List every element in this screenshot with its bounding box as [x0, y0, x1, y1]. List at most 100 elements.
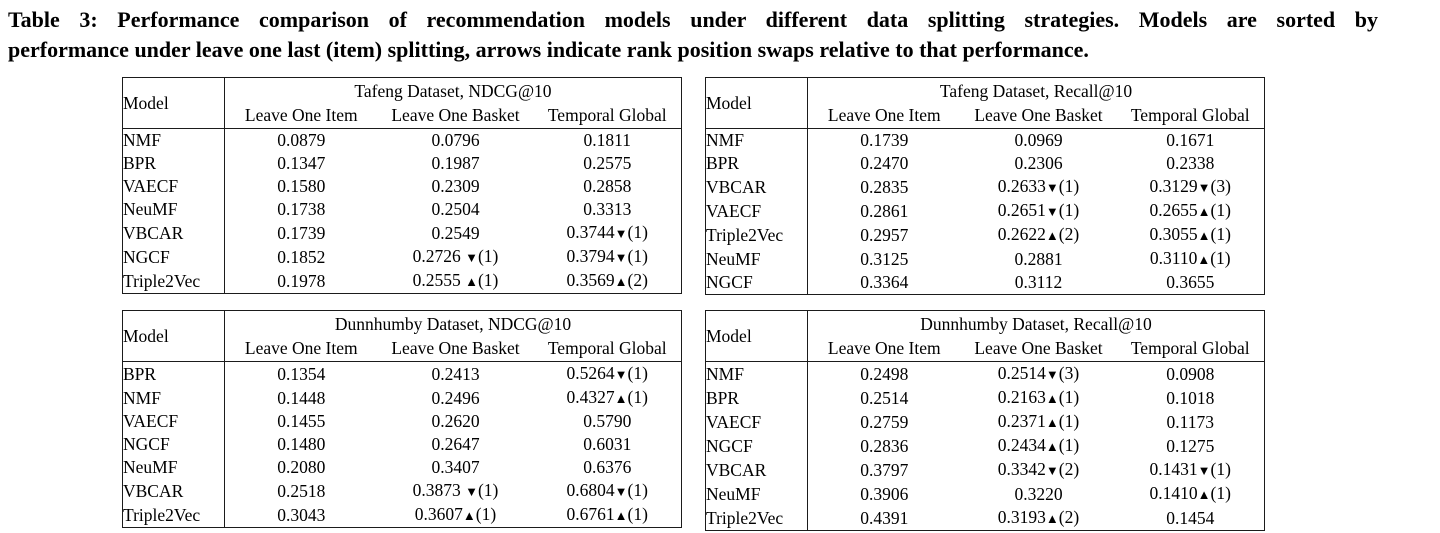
rank-down-arrow: ▼ — [465, 484, 478, 499]
metric-value: 0.2633▼(1) — [997, 176, 1080, 196]
table-row: VBCAR 0.2835 0.2633▼(1) 0.3129▼(3) — [705, 175, 1265, 199]
metric-value: 0.1410▲(1) — [1149, 483, 1231, 503]
rank-down-arrow: ▼ — [1045, 180, 1059, 195]
rank-up-arrow: ▲ — [614, 508, 628, 523]
metric-value: 0.2858 — [583, 176, 632, 196]
metric-value: 0.2518 — [277, 480, 326, 501]
metric-value: 0.1811 — [583, 130, 631, 150]
table-row: VBCAR 0.3797 0.3342▼(2) 0.1431▼(1) — [705, 458, 1265, 482]
table-row: NMF 0.2498 0.2514▼(3) 0.0908 — [705, 361, 1265, 386]
model-name: NMF — [705, 361, 808, 386]
metric-value: 0.2575 — [583, 153, 632, 173]
rank-up-arrow: ▲ — [465, 274, 478, 289]
metric-value: 0.1480 — [277, 434, 326, 454]
metric-value: 0.3055▲(1) — [1149, 224, 1231, 244]
table-header: Model Tafeng Dataset, NDCG@10 Leave One … — [122, 77, 682, 129]
table-row: VAECF 0.1455 0.2620 0.5790 — [122, 410, 682, 433]
model-name: NGCF — [122, 245, 225, 269]
metric-value: 0.2651▼(1) — [997, 200, 1080, 220]
metric-value: 0.2622▲(2) — [997, 224, 1080, 244]
metric-value: 0.2881 — [1014, 248, 1063, 269]
metric-value: 0.2434▲(1) — [997, 435, 1080, 455]
column-header-leave-one-item: Leave One Item — [807, 335, 961, 362]
metric-value: 0.2371▲(1) — [997, 411, 1080, 431]
model-name: Triple2Vec — [122, 503, 225, 528]
metric-value: 0.2836 — [860, 435, 909, 456]
table-title-row: Model Dunnhumby Dataset, Recall@10 — [705, 310, 1265, 362]
model-name: NeuMF — [122, 456, 225, 479]
rank-up-arrow: ▲ — [462, 508, 476, 523]
metric-value: 0.1987 — [431, 153, 480, 173]
table-row: NGCF 0.1480 0.2647 0.6031 — [122, 433, 682, 456]
metric-value: 0.2498 — [860, 363, 909, 384]
metric-value: 0.5264▼(1) — [566, 363, 648, 383]
metric-value: 0.3112 — [1014, 272, 1063, 292]
metric-value: 0.2835 — [860, 176, 909, 197]
rank-down-arrow: ▼ — [1197, 463, 1211, 478]
column-header-temporal-global: Temporal Global — [533, 335, 682, 362]
metric-value: 0.0796 — [431, 130, 480, 150]
model-name: VAECF — [705, 199, 808, 223]
table-row: NGCF 0.1852 0.2726 ▼(1) 0.3794▼(1) — [122, 245, 682, 269]
metric-value: 0.3744▼(1) — [566, 222, 648, 242]
column-header-leave-one-item: Leave One Item — [224, 335, 378, 362]
table-row: Triple2Vec 0.3043 0.3607▲(1) 0.6761▲(1) — [122, 503, 682, 528]
metric-value: 0.2555 ▲(1) — [412, 270, 499, 290]
model-name: VAECF — [122, 175, 225, 198]
metric-value: 0.3043 — [277, 504, 326, 525]
table-row: VBCAR 0.2518 0.3873 ▼(1) 0.6804▼(1) — [122, 479, 682, 503]
metric-value: 0.3193▲(2) — [997, 507, 1080, 527]
metric-value: 0.3407 — [431, 457, 480, 477]
table-row: NeuMF 0.3906 0.3220 0.1410▲(1) — [705, 482, 1265, 506]
table-row: Triple2Vec 0.4391 0.3193▲(2) 0.1454 — [705, 506, 1265, 531]
model-name: NGCF — [122, 433, 225, 456]
rank-down-arrow: ▼ — [1045, 463, 1059, 478]
model-name: NeuMF — [705, 482, 808, 506]
rank-up-arrow: ▲ — [1197, 204, 1211, 219]
rank-up-arrow: ▲ — [1197, 487, 1211, 502]
model-name: BPR — [122, 152, 225, 175]
metric-value: 0.1448 — [277, 387, 326, 408]
model-column-header: Model — [122, 310, 225, 362]
model-column-header: Model — [122, 77, 225, 129]
rank-up-arrow: ▲ — [1045, 391, 1059, 406]
model-column-header: Model — [705, 310, 808, 362]
table-title: Tafeng Dataset, Recall@10 — [939, 81, 1133, 101]
metric-value: 0.2620 — [431, 411, 480, 431]
table-subheader-row: Leave One Item Leave One Basket Temporal… — [706, 102, 1265, 129]
model-name: Triple2Vec — [705, 506, 808, 531]
metric-value: 0.2413 — [431, 363, 480, 384]
metric-value: 0.1455 — [277, 411, 326, 431]
metric-value: 0.2163▲(1) — [997, 387, 1080, 407]
model-name: NGCF — [705, 271, 808, 295]
model-name: NGCF — [705, 434, 808, 458]
metric-value: 0.2080 — [277, 457, 326, 477]
rank-down-arrow: ▼ — [614, 367, 628, 382]
metric-value: 0.2726 ▼(1) — [412, 246, 499, 266]
table-row: Triple2Vec 0.2957 0.2622▲(2) 0.3055▲(1) — [705, 223, 1265, 247]
metric-value: 0.6804▼(1) — [566, 480, 648, 500]
column-header-leave-one-basket: Leave One Basket — [377, 335, 534, 362]
metric-value: 0.1978 — [277, 270, 326, 291]
model-name: VBCAR — [122, 479, 225, 503]
model-name: VBCAR — [122, 221, 225, 245]
metric-value: 0.6761▲(1) — [566, 504, 648, 524]
table-subheader-row: Leave One Item Leave One Basket Temporal… — [123, 102, 682, 129]
table-row: NMF 0.0879 0.0796 0.1811 — [122, 128, 682, 152]
table-row: VBCAR 0.1739 0.2549 0.3744▼(1) — [122, 221, 682, 245]
metric-value: 0.0908 — [1166, 363, 1215, 384]
table-body: NMF 0.2498 0.2514▼(3) 0.0908 BPR 0.2514 0.2163… — [705, 361, 1265, 531]
results-table-dunnhumby-ndcg10: Model Dunnhumby Dataset, NDCG@10 Leave O… — [122, 310, 682, 528]
metric-value: 0.3569▲(2) — [566, 270, 648, 290]
metric-value: 0.1275 — [1166, 435, 1215, 456]
metric-value: 0.3794▼(1) — [566, 246, 648, 266]
metric-value: 0.6376 — [583, 457, 632, 477]
model-name: NeuMF — [705, 247, 808, 271]
table-row: NeuMF 0.1738 0.2504 0.3313 — [122, 198, 682, 221]
metric-value: 0.1739 — [860, 130, 909, 150]
column-header-leave-one-item: Leave One Item — [224, 102, 378, 129]
table-caption: Table 3: Performance comparison of recom… — [8, 5, 1378, 65]
metric-value: 0.2504 — [431, 199, 480, 219]
caption-line-1: Table 3: Performance comparison of recom… — [8, 7, 1378, 32]
table-subheader-row: Leave One Item Leave One Basket Temporal… — [706, 335, 1265, 362]
